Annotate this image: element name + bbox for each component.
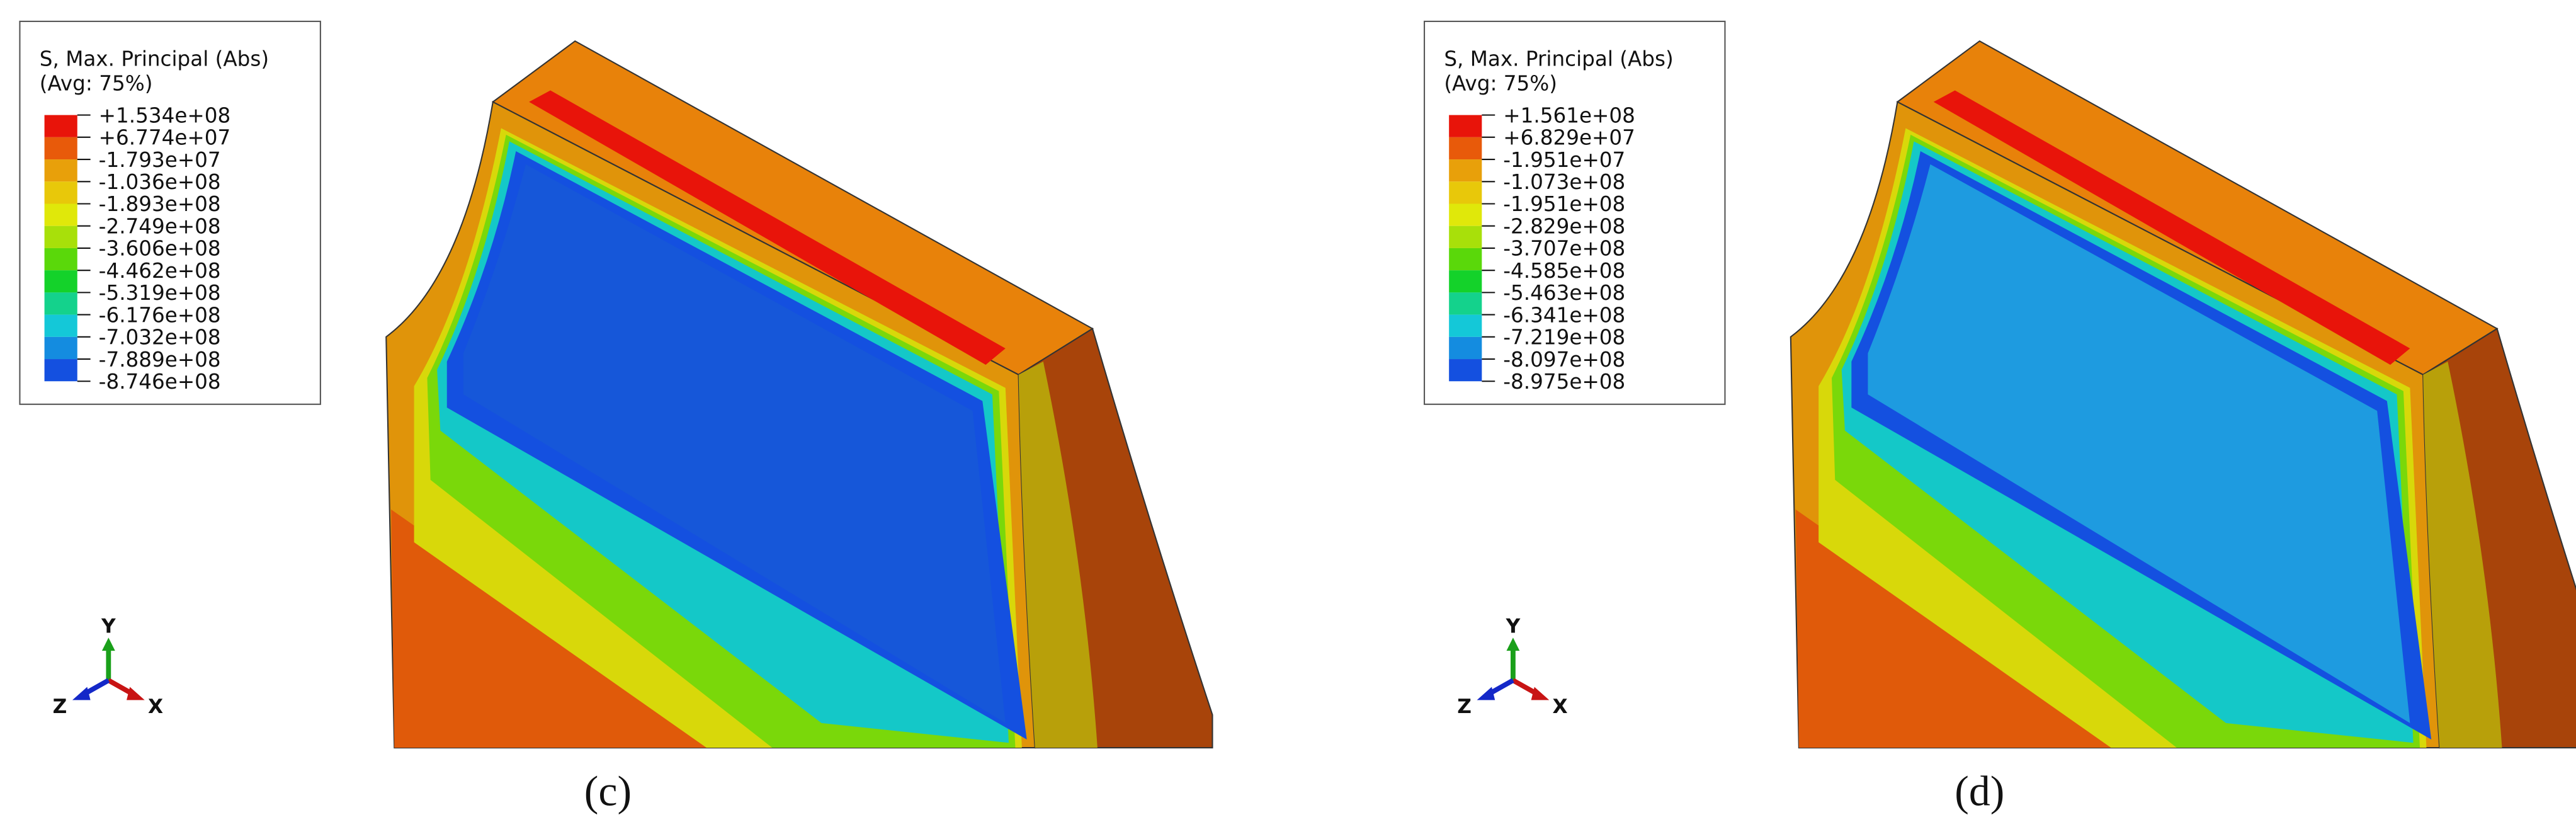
legend-swatch <box>44 270 77 293</box>
legend-subtitle: (Avg: 75%) <box>1444 71 1557 95</box>
legend-swatch <box>1449 270 1482 293</box>
legend-level: +1.561e+08 <box>1503 103 1635 127</box>
panel-caption: (d) <box>1955 767 2004 814</box>
legend-level: -5.319e+08 <box>99 281 221 305</box>
legend-level: -1.036e+08 <box>99 170 221 194</box>
legend-swatch <box>44 203 77 226</box>
legend-title: S, Max. Principal (Abs) <box>1444 47 1673 71</box>
legend-level: -7.889e+08 <box>99 348 221 372</box>
legend-swatch <box>44 226 77 248</box>
legend-level: -7.219e+08 <box>1503 326 1625 350</box>
legend-level: +6.829e+07 <box>1503 126 1635 150</box>
legend-swatch <box>44 248 77 271</box>
legend-level: -8.975e+08 <box>1503 370 1625 394</box>
triad-x-label: X <box>148 695 163 718</box>
legend-swatch <box>1449 181 1482 204</box>
triad-y-head <box>1506 637 1520 651</box>
legend-swatch <box>1449 336 1482 360</box>
legend-swatch <box>1449 115 1482 137</box>
legend-level: -1.951e+07 <box>1503 148 1625 172</box>
triad-y-label: Y <box>101 615 116 637</box>
panel-caption: (c) <box>584 767 632 814</box>
legend-level: +6.774e+07 <box>99 126 231 150</box>
legend-title: S, Max. Principal (Abs) <box>40 47 269 71</box>
legend-swatch <box>44 137 77 160</box>
triad-y-label: Y <box>1506 615 1521 637</box>
legend-swatch <box>1449 314 1482 337</box>
triad-x-head <box>1531 687 1550 700</box>
legend-swatch <box>1449 359 1482 382</box>
legend-swatch <box>44 292 77 315</box>
legend-level: -7.032e+08 <box>99 326 221 350</box>
triad-z-head <box>72 687 91 700</box>
legend-level: -1.951e+08 <box>1503 192 1625 216</box>
legend-level: -1.893e+08 <box>99 192 221 216</box>
triad-z-label: Z <box>1457 695 1472 718</box>
legend-subtitle: (Avg: 75%) <box>40 71 153 95</box>
legend-level: -6.341e+08 <box>1503 303 1625 327</box>
legend-level: -2.749e+08 <box>99 214 221 238</box>
legend-level: -3.707e+08 <box>1503 237 1625 261</box>
legend-level: -5.463e+08 <box>1503 281 1625 305</box>
legend-level: -1.073e+08 <box>1503 170 1625 194</box>
legend-swatch <box>1449 137 1482 160</box>
stress-contour-model <box>385 40 1213 749</box>
legend-swatch <box>44 314 77 337</box>
legend-swatch <box>1449 292 1482 315</box>
triad-x-head <box>127 687 145 700</box>
stress-contour-model <box>1790 40 2576 749</box>
legend-level: -1.793e+07 <box>99 148 221 172</box>
legend-level: +1.534e+08 <box>99 103 231 127</box>
legend-level: -6.176e+08 <box>99 303 221 327</box>
legend-level: -8.097e+08 <box>1503 348 1625 372</box>
legend-level: -4.462e+08 <box>99 259 221 283</box>
legend-swatch <box>44 115 77 137</box>
triad-z-head <box>1477 687 1495 700</box>
legend-swatch <box>44 359 77 382</box>
legend-level: -8.746e+08 <box>99 370 221 394</box>
legend-level: -2.829e+08 <box>1503 214 1625 238</box>
legend-level: -3.606e+08 <box>99 237 221 261</box>
legend-swatch <box>44 336 77 360</box>
legend-swatch <box>1449 159 1482 182</box>
legend-swatch <box>1449 203 1482 226</box>
panel: S, Max. Principal (Abs)(Avg: 75%) +1.534e… <box>19 20 1213 814</box>
panel: S, Max. Principal (Abs)(Avg: 75%) +1.561e… <box>1423 20 2576 814</box>
triad-z-label: Z <box>53 695 67 718</box>
legend-swatch <box>44 159 77 182</box>
triad-y-head <box>101 637 115 651</box>
legend-swatch <box>44 181 77 204</box>
triad-x-label: X <box>1553 695 1568 718</box>
legend-level: -4.585e+08 <box>1503 259 1625 283</box>
legend-swatch <box>1449 226 1482 248</box>
legend-swatch <box>1449 248 1482 271</box>
